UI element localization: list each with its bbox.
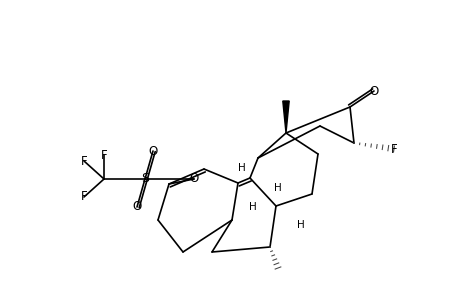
Text: H: H: [297, 220, 304, 230]
Text: F: F: [80, 190, 87, 203]
Text: O: O: [369, 85, 378, 98]
Text: H: H: [249, 202, 256, 212]
Text: H: H: [274, 183, 281, 193]
Text: F: F: [80, 154, 87, 167]
Text: O: O: [148, 145, 157, 158]
Polygon shape: [282, 101, 289, 133]
Text: O: O: [189, 172, 198, 185]
Text: F: F: [101, 148, 107, 161]
Text: O: O: [132, 200, 141, 214]
Text: H: H: [238, 163, 246, 173]
Text: S: S: [141, 172, 149, 185]
Text: F: F: [390, 142, 397, 155]
